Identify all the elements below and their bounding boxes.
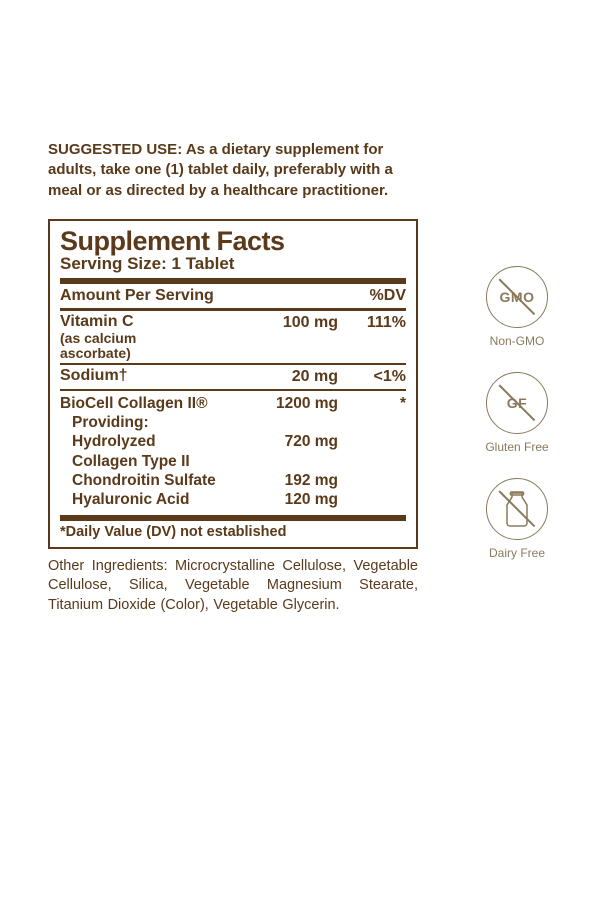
complex-main-row: BioCell Collagen II® 1200 mg *: [60, 395, 406, 413]
gmo-icon: GMO: [486, 266, 548, 328]
component-amount: 192 mg: [232, 471, 406, 490]
facts-header-row: Amount Per Serving %DV: [60, 284, 406, 311]
milk-icon: [486, 478, 548, 540]
supplement-facts-panel: Supplement Facts Serving Size: 1 Tablet …: [48, 219, 418, 549]
nutrient-amount: 20 mg: [208, 368, 350, 386]
badge-gluten-free: GF Gluten Free: [472, 372, 562, 454]
nutrient-amount: 100 mg: [208, 314, 350, 360]
serving-size: Serving Size: 1 Tablet: [60, 254, 406, 284]
component-name: Chondroitin Sulfate: [72, 471, 232, 490]
dv-footnote: *Daily Value (DV) not established: [60, 521, 406, 543]
badge-dairy-free: Dairy Free: [472, 478, 562, 560]
badge-label: Gluten Free: [485, 440, 548, 454]
badge-label: Dairy Free: [489, 546, 545, 560]
providing-label: Providing:: [60, 414, 406, 432]
complex-amount: 1200 mg: [208, 395, 350, 413]
complex-dv: *: [350, 395, 406, 413]
component-name: Hyaluronic Acid: [72, 490, 232, 509]
main-content: SUGGESTED USE: As a dietary supplement f…: [48, 140, 418, 615]
badge-label: Non-GMO: [490, 334, 545, 348]
nutrient-name: Sodium†: [60, 368, 208, 386]
header-amount: Amount Per Serving: [60, 287, 370, 305]
table-row: Sodium† 20 mg <1%: [60, 365, 406, 391]
complex-block: BioCell Collagen II® 1200 mg * Providing…: [60, 391, 406, 521]
gf-icon: GF: [486, 372, 548, 434]
facts-title: Supplement Facts: [60, 227, 406, 255]
component-row: Chondroitin Sulfate 192 mg: [60, 471, 406, 490]
component-amount: 720 mg: [208, 432, 406, 451]
suggested-use-label: SUGGESTED USE:: [48, 141, 182, 158]
badge-non-gmo: GMO Non-GMO: [472, 266, 562, 348]
suggested-use: SUGGESTED USE: As a dietary supplement f…: [48, 140, 418, 201]
component-name: Hydrolyzed: [72, 432, 208, 451]
header-dv: %DV: [370, 287, 406, 305]
nutrient-dv: <1%: [350, 368, 406, 386]
complex-name: BioCell Collagen II®: [60, 395, 208, 413]
table-row: Vitamin C (as calcium ascorbate) 100 mg …: [60, 311, 406, 365]
component-row: Hydrolyzed 720 mg: [60, 432, 406, 451]
component-name: Collagen Type II: [72, 452, 208, 471]
component-row: Hyaluronic Acid 120 mg: [60, 490, 406, 509]
nutrient-dv: 111%: [350, 314, 406, 360]
component-row: Collagen Type II: [60, 452, 406, 471]
nutrient-name: Vitamin C (as calcium ascorbate): [60, 314, 208, 360]
component-amount: 120 mg: [232, 490, 406, 509]
badges-column: GMO Non-GMO GF Gluten Free Dairy Free: [472, 266, 562, 584]
other-ingredients: Other Ingredients: Microcrystalline Cell…: [48, 557, 418, 616]
